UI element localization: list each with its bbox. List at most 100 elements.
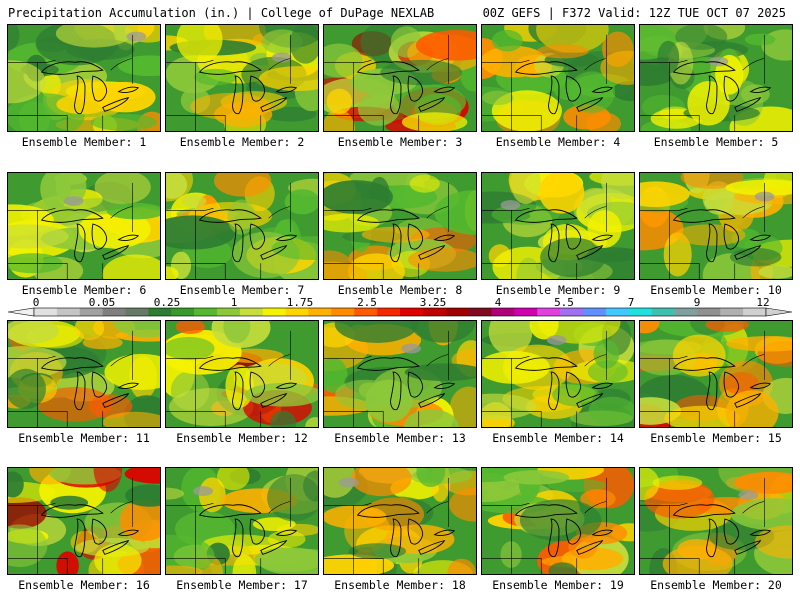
ensemble-member-label: Ensemble Member: 17 xyxy=(176,578,308,592)
precip-contour xyxy=(289,25,318,64)
lake-outline xyxy=(102,96,130,112)
precip-contour xyxy=(663,232,692,277)
precip-contour xyxy=(449,487,476,522)
lake-outline xyxy=(260,392,288,408)
precipitation-field xyxy=(482,173,634,279)
lake-outline xyxy=(734,539,762,555)
ensemble-member-map xyxy=(639,24,793,132)
lake-outline xyxy=(548,75,560,115)
lake-outline xyxy=(40,357,104,371)
lake-outline xyxy=(565,75,582,102)
colorbar-max-arrow xyxy=(765,307,793,317)
lake-outline xyxy=(74,223,86,263)
lake-outline xyxy=(548,223,560,263)
precip-contour xyxy=(94,173,151,205)
precip-contour xyxy=(612,80,634,102)
precip-contour xyxy=(106,202,160,220)
precip-contour xyxy=(547,478,607,493)
precip-contour xyxy=(640,181,690,208)
precipitation-field xyxy=(640,25,792,131)
ensemble-member-map xyxy=(7,320,161,428)
state-border xyxy=(584,501,607,514)
colorbar-swatch xyxy=(239,308,264,316)
lake-outline xyxy=(356,357,420,371)
state-border xyxy=(166,503,214,506)
precip-contour xyxy=(252,517,296,532)
colorbar-swatch xyxy=(79,308,103,316)
precip-contour xyxy=(8,471,24,498)
lake-outline xyxy=(672,357,736,371)
state-border xyxy=(268,58,291,71)
lake-outline xyxy=(198,61,262,75)
precipitation-field xyxy=(8,25,160,131)
precip-contour xyxy=(305,417,318,427)
precip-contour xyxy=(63,196,84,206)
precipitation-field xyxy=(640,468,792,574)
ensemble-member-label: Ensemble Member: 9 xyxy=(495,283,621,297)
precipitation-colorbar: 0 0.05 0.25 1 1.75 2.5 3.25 4 5.5 7 9 12 xyxy=(0,296,800,322)
lake-outline xyxy=(407,371,424,398)
precip-contour xyxy=(482,45,548,78)
state-border xyxy=(640,503,688,506)
precip-contour xyxy=(568,71,616,113)
ensemble-member-map xyxy=(165,467,319,575)
lake-outline xyxy=(275,529,298,536)
colorbar-swatch xyxy=(331,308,355,316)
colorbar-tick-label: 1.75 xyxy=(287,296,314,309)
precip-contour xyxy=(510,173,541,205)
lake-outline xyxy=(91,223,108,250)
lake-outline xyxy=(102,392,130,408)
precip-contour xyxy=(55,25,133,48)
precip-contour xyxy=(503,470,570,485)
state-border xyxy=(166,60,214,63)
precip-contour xyxy=(546,335,567,345)
precipitation-field xyxy=(166,321,318,427)
precip-contour xyxy=(166,173,188,199)
state-border xyxy=(640,356,688,359)
lake-outline xyxy=(548,518,560,558)
lake-outline xyxy=(433,86,456,93)
ensemble-member-map xyxy=(323,172,477,280)
lake-outline xyxy=(232,371,244,411)
precip-contour xyxy=(8,321,59,344)
precipitation-field xyxy=(8,173,160,279)
lake-outline xyxy=(275,382,298,389)
lake-outline xyxy=(749,382,772,389)
colorbar-swatch xyxy=(34,308,58,316)
precipitation-field xyxy=(482,321,634,427)
model-run-info: 00Z GEFS | F372 Valid: 12Z TUE OCT 07 20… xyxy=(482,6,786,20)
lake-outline xyxy=(117,382,140,389)
precip-contour xyxy=(258,66,318,92)
state-border xyxy=(482,208,530,211)
precip-contour xyxy=(166,336,215,361)
state-border xyxy=(324,208,372,211)
lake-outline xyxy=(723,371,740,398)
precip-contour xyxy=(102,411,160,427)
state-border xyxy=(8,356,56,359)
state-border xyxy=(482,503,530,506)
lake-outline xyxy=(390,75,402,115)
ensemble-member-map xyxy=(481,24,635,132)
state-border xyxy=(110,354,133,367)
precip-contour xyxy=(271,52,292,63)
precip-contour xyxy=(326,88,353,115)
lake-outline xyxy=(723,518,740,545)
precip-contour xyxy=(449,386,476,427)
colorbar-swatch xyxy=(583,308,607,316)
state-border xyxy=(110,58,133,71)
ensemble-member-label: Ensemble Member: 10 xyxy=(650,283,782,297)
precip-contour xyxy=(408,247,476,272)
precip-contour xyxy=(705,321,749,332)
colorbar-swatch xyxy=(377,308,401,316)
lake-outline xyxy=(418,244,446,260)
ensemble-member-label: Ensemble Member: 15 xyxy=(650,431,782,445)
ensemble-member-label: Ensemble Member: 7 xyxy=(179,283,305,297)
colorbar-swatch xyxy=(720,308,744,316)
precip-contour xyxy=(324,180,393,215)
precip-contour xyxy=(675,25,728,50)
precipitation-field xyxy=(324,25,476,131)
colorbar-swatch xyxy=(605,308,630,316)
precip-contour xyxy=(519,499,602,542)
precip-contour xyxy=(338,477,359,488)
precip-contour xyxy=(401,343,421,354)
